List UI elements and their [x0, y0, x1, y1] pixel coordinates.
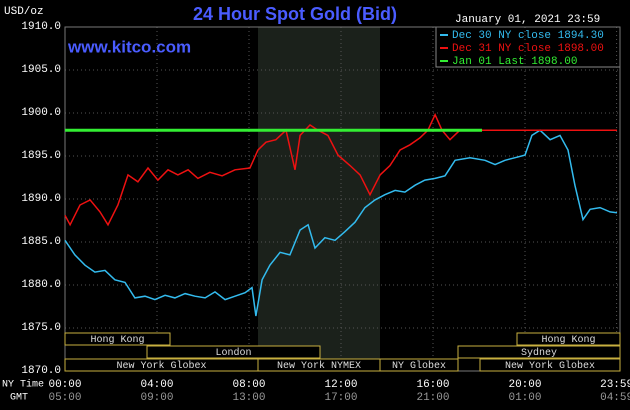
series-line	[64, 112, 617, 227]
x-tick-label: 08:00	[232, 379, 265, 391]
session-box	[516, 332, 621, 346]
timestamp: January 01, 2021 23:59	[455, 14, 600, 26]
session-label: London	[215, 347, 251, 359]
gmt-tick-label: 09:00	[140, 392, 173, 404]
session-box	[457, 345, 621, 359]
y-tick-label: 1880.0	[21, 279, 61, 291]
session-box	[64, 332, 171, 346]
gmt-tick-label: 05:00	[48, 392, 81, 404]
session-box	[379, 358, 459, 372]
y-tick-label: 1905.0	[21, 64, 61, 76]
y-tick-label: 1875.0	[21, 322, 61, 334]
y-axis-label: USD/oz	[4, 6, 44, 18]
gmt-tick-label: 13:00	[232, 392, 265, 404]
series-line	[64, 129, 618, 317]
x-axis-label: NY Time	[2, 379, 44, 391]
x-tick-label: 12:00	[324, 379, 357, 391]
legend-label: Dec 31 NY close 1898.00	[452, 43, 604, 55]
x-tick-label: 16:00	[416, 379, 449, 391]
x-tick-label: 23:59	[600, 379, 630, 391]
chart-title: 24 Hour Spot Gold (Bid)	[193, 4, 397, 24]
session-label: New York NYMEX	[277, 360, 361, 372]
session-label: New York Globex	[116, 360, 206, 372]
y-tick-label: 1885.0	[21, 236, 61, 248]
session-label: NY Globex	[392, 360, 446, 372]
y-tick-label: 1895.0	[21, 150, 61, 162]
legend-box	[435, 26, 621, 68]
session-box	[146, 345, 321, 359]
gmt-tick-label: 17:00	[324, 392, 357, 404]
subtitle: www.kitco.com	[67, 37, 191, 56]
gmt-tick-label: 21:00	[416, 392, 449, 404]
legend-label: Dec 30 NY close 1894.30	[452, 30, 604, 42]
session-label: New York Globex	[505, 360, 595, 372]
y-tick-label: 1870.0	[21, 365, 61, 377]
x-tick-label: 04:00	[140, 379, 173, 391]
nymex-shade	[258, 27, 380, 371]
y-tick-label: 1890.0	[21, 193, 61, 205]
session-label: Sydney	[521, 347, 557, 359]
gmt-tick-label: 01:00	[508, 392, 541, 404]
y-tick-label: 1910.0	[21, 21, 61, 33]
y-tick-label: 1900.0	[21, 107, 61, 119]
x-axis-label-gmt: GMT	[10, 393, 28, 404]
gmt-tick-label: 04:59	[600, 392, 630, 404]
x-tick-label: 00:00	[48, 379, 81, 391]
session-label: Hong Kong	[90, 335, 144, 346]
session-label: Hong Kong	[541, 335, 595, 346]
legend-label: Jan 01 Last 1898.00	[452, 56, 577, 68]
x-tick-label: 20:00	[508, 379, 541, 391]
session-box	[479, 358, 621, 372]
